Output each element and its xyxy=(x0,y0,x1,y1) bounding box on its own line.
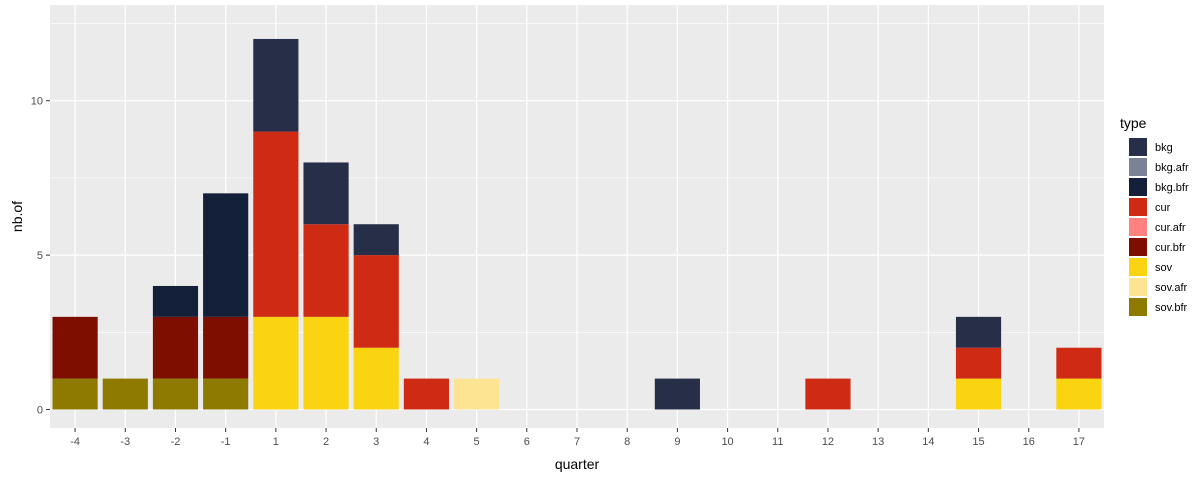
x-tick-label: -4 xyxy=(70,436,80,448)
x-tick-label: 2 xyxy=(323,436,329,448)
x-tick-label: 8 xyxy=(624,436,630,448)
x-tick-label: -2 xyxy=(171,436,181,448)
y-axis: 0 5 10 xyxy=(31,96,50,416)
x-tick-label: 6 xyxy=(524,436,530,448)
legend-label: bkg xyxy=(1155,142,1173,154)
legend-label: sov.afr xyxy=(1155,282,1188,294)
y-tick-label: 10 xyxy=(31,96,43,108)
bar-segment xyxy=(253,316,299,410)
x-tick-label: -3 xyxy=(120,436,130,448)
bar-segment xyxy=(353,255,399,348)
x-tick-label: 3 xyxy=(373,436,379,448)
bar-segment xyxy=(303,224,349,317)
x-axis: -4 -3 -2 -1 1 2 3 4 5 6 7 8 9 10 11 12 13 14 15 16 17 xyxy=(70,428,1085,448)
x-tick-label: 14 xyxy=(922,436,934,448)
legend-swatch xyxy=(1129,158,1147,176)
bar-segment xyxy=(654,378,700,410)
legend-label: bkg.afr xyxy=(1155,162,1189,174)
bars xyxy=(52,38,1102,410)
bar-segment xyxy=(152,378,199,410)
bar-segment xyxy=(1056,347,1102,379)
x-tick-label: 13 xyxy=(872,436,884,448)
legend: type bkg bkg.afr bkg.bfr cur cur.afr cur.bfr s… xyxy=(1120,115,1189,316)
legend-label: cur.bfr xyxy=(1155,242,1186,254)
bar-segment xyxy=(253,38,299,132)
bar-segment xyxy=(303,316,349,410)
x-tick-label: 10 xyxy=(721,436,733,448)
bar-segment xyxy=(1056,378,1102,410)
x-tick-label: 12 xyxy=(822,436,834,448)
y-tick-label: 5 xyxy=(37,250,43,262)
legend-swatch xyxy=(1129,218,1147,236)
y-tick-label: 0 xyxy=(37,404,43,416)
bar-segment xyxy=(805,378,851,410)
x-tick-label: 9 xyxy=(674,436,680,448)
x-tick-label: 17 xyxy=(1073,436,1085,448)
bar-segment xyxy=(52,316,98,379)
legend-swatch xyxy=(1129,178,1147,196)
legend-label: sov.bfr xyxy=(1155,302,1188,314)
y-axis-title: nb.of xyxy=(9,201,25,232)
legend-swatch xyxy=(1129,298,1147,316)
bar-segment xyxy=(203,316,249,379)
legend-label: sov xyxy=(1155,262,1173,274)
bar-segment xyxy=(403,378,450,410)
x-tick-label: 4 xyxy=(423,436,429,448)
x-axis-title: quarter xyxy=(555,456,600,472)
x-tick-label: 15 xyxy=(972,436,984,448)
legend-swatch xyxy=(1129,138,1147,156)
legend-label: bkg.bfr xyxy=(1155,182,1189,194)
bar-segment xyxy=(102,378,148,410)
bar-segment xyxy=(203,193,249,317)
x-tick-label: 1 xyxy=(273,436,279,448)
bar-segment xyxy=(253,131,299,317)
bar-segment xyxy=(152,316,199,379)
bar-segment xyxy=(955,378,1002,410)
legend-swatch xyxy=(1129,198,1147,216)
bar-segment xyxy=(955,347,1002,379)
bar-segment xyxy=(52,378,98,410)
bar-segment xyxy=(152,285,199,317)
bar-segment xyxy=(203,378,249,410)
bar-segment xyxy=(353,347,399,410)
x-tick-label: 5 xyxy=(474,436,480,448)
x-tick-label: 11 xyxy=(772,436,783,448)
legend-label: cur.afr xyxy=(1155,222,1186,234)
bar-segment xyxy=(353,224,399,256)
legend-swatch xyxy=(1129,238,1147,256)
bar-segment xyxy=(955,316,1002,348)
x-tick-label: 16 xyxy=(1023,436,1035,448)
x-tick-label: -1 xyxy=(221,436,231,448)
bar-segment xyxy=(454,378,500,410)
legend-swatch xyxy=(1129,258,1147,276)
legend-title: type xyxy=(1120,115,1147,131)
x-tick-label: 7 xyxy=(574,436,580,448)
legend-label: cur xyxy=(1155,202,1171,214)
bar-segment xyxy=(303,162,349,225)
legend-swatch xyxy=(1129,278,1147,296)
